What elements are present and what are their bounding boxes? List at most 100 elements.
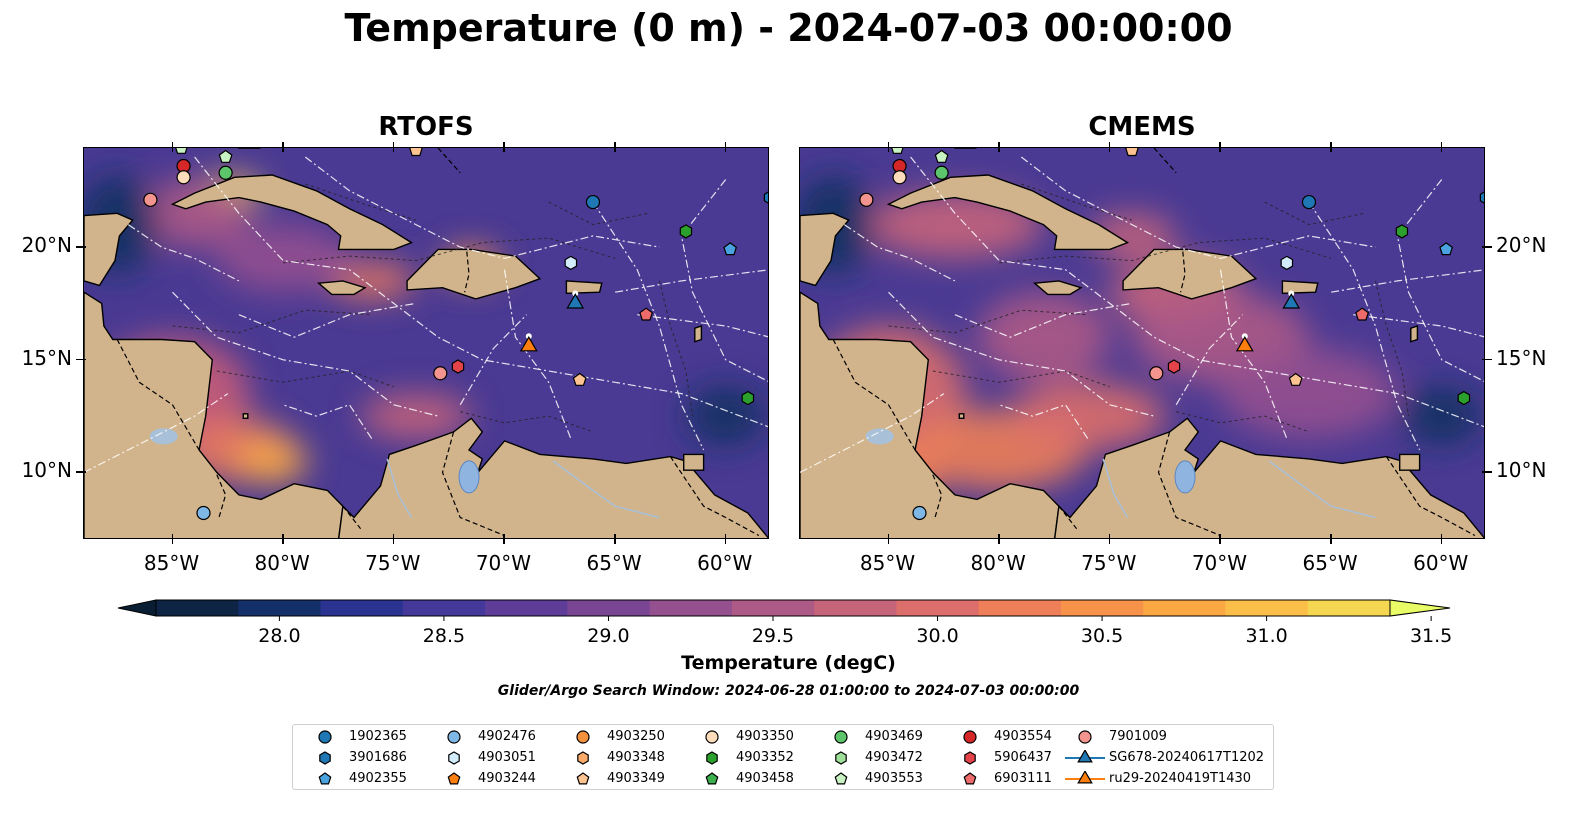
argo-float-4903350[interactable] xyxy=(892,170,907,185)
figure-title: Temperature (0 m) - 2024-07-03 00:00:00 xyxy=(344,6,1233,50)
legend-symbol[interactable] xyxy=(1077,750,1093,763)
legend-marker xyxy=(447,772,461,785)
argo-float-7901009[interactable] xyxy=(1149,366,1164,381)
legend-marker xyxy=(835,751,847,765)
map-panel-rtofs[interactable] xyxy=(83,147,769,539)
legend-marker xyxy=(1065,771,1105,784)
legend-symbol[interactable] xyxy=(576,730,590,744)
search-window-text: Glider/Argo Search Window: 2024-06-28 01… xyxy=(497,683,1080,699)
lon-tick-label: 65°W xyxy=(1302,551,1358,575)
argo-float-4903352[interactable] xyxy=(741,390,755,406)
legend-symbol[interactable] xyxy=(834,730,848,744)
legend-symbol[interactable] xyxy=(835,751,847,765)
lat-tick-mark xyxy=(76,246,86,248)
colorbar-tick-label: 30.5 xyxy=(1081,625,1123,647)
lake-nicaragua xyxy=(149,428,178,445)
argo-float-7901009[interactable] xyxy=(859,192,874,207)
argo-float-3901686[interactable] xyxy=(763,191,769,204)
legend-label: 5906437 xyxy=(994,750,1052,765)
glider-ru29-20240419T1430[interactable] xyxy=(519,336,538,352)
argo-float-4902355[interactable] xyxy=(723,242,738,256)
lon-tick-label: 85°W xyxy=(859,551,916,575)
lon-tick-mark xyxy=(1219,142,1221,152)
legend-label: 4903458 xyxy=(736,771,794,786)
argo-float-4903352[interactable] xyxy=(679,224,693,239)
legend-symbol[interactable] xyxy=(706,751,718,765)
colorbar-segment xyxy=(320,600,404,616)
colorbar-segment xyxy=(156,600,239,616)
lon-tick-mark xyxy=(282,142,284,152)
legend-symbol[interactable] xyxy=(963,730,977,744)
argo-float-1902365[interactable] xyxy=(585,194,601,210)
temperature-patch xyxy=(360,393,472,439)
argo-float-4903349[interactable] xyxy=(1125,148,1139,157)
argo-float-4903469[interactable] xyxy=(934,165,949,180)
lon-tick-mark xyxy=(724,142,727,152)
argo-float-6903111[interactable] xyxy=(639,307,654,321)
argo-float-4903349[interactable] xyxy=(1288,372,1303,386)
argo-float-4903553[interactable] xyxy=(891,148,904,154)
legend: 1902365 3901686 4902355 4902476 4903051 49032… xyxy=(292,724,1274,790)
argo-float-4903553[interactable] xyxy=(218,149,233,163)
argo-float-4903051[interactable] xyxy=(1280,255,1294,271)
legend-symbol[interactable] xyxy=(1077,771,1093,784)
legend-symbol[interactable] xyxy=(963,772,977,785)
argo-float-7901009[interactable] xyxy=(433,366,448,381)
glider-SG678-20240617T1202[interactable] xyxy=(566,293,585,309)
land-lesser-antilles xyxy=(1410,325,1419,343)
lon-tick-mark xyxy=(1330,142,1332,152)
legend-label: 4903553 xyxy=(865,771,923,786)
argo-float-4902476[interactable] xyxy=(196,505,211,521)
argo-float-6903111[interactable] xyxy=(1355,307,1370,321)
argo-float-4902355[interactable] xyxy=(1439,242,1454,256)
eez-boundary xyxy=(910,156,1484,428)
eez-boundary xyxy=(304,156,660,260)
argo-float-5906437[interactable] xyxy=(451,359,465,374)
argo-float-7901009[interactable] xyxy=(143,192,158,207)
lon-tick-mark xyxy=(1330,534,1332,544)
colorbar-segment xyxy=(814,600,897,616)
legend-symbol[interactable] xyxy=(834,772,848,785)
legend-symbol[interactable] xyxy=(319,751,331,765)
legend-symbol[interactable] xyxy=(447,730,461,744)
argo-float-4903469[interactable] xyxy=(218,165,233,180)
colorbar-segment xyxy=(896,600,980,616)
lon-tick-label: 80°W xyxy=(254,551,310,575)
glider-SG678-20240617T1202[interactable] xyxy=(1282,293,1301,309)
argo-float-5906437[interactable] xyxy=(1167,359,1181,374)
legend-label: ru29-20240419T1430 xyxy=(1109,771,1252,786)
argo-float-4903051[interactable] xyxy=(564,255,578,271)
glider-ru29-20240419T1430[interactable] xyxy=(1235,336,1254,352)
argo-float-4903349[interactable] xyxy=(409,148,423,157)
argo-float-4903553[interactable] xyxy=(934,149,949,163)
argo-float-4903352[interactable] xyxy=(1457,390,1471,406)
legend-marker xyxy=(447,730,461,744)
argo-float-4903352[interactable] xyxy=(1395,224,1409,239)
argo-float-1902365[interactable] xyxy=(1301,194,1317,210)
legend-symbol[interactable] xyxy=(447,772,461,785)
lon-tick-mark xyxy=(171,534,174,544)
legend-symbol[interactable] xyxy=(576,772,590,785)
legend-symbol[interactable] xyxy=(448,751,460,765)
legend-symbol[interactable] xyxy=(1078,730,1092,744)
eez-boundary xyxy=(1353,314,1484,338)
colorbar-tick-label: 28.5 xyxy=(423,625,465,647)
argo-float-4903553[interactable] xyxy=(175,148,188,154)
country-border xyxy=(1153,148,1177,174)
legend-label: 4903349 xyxy=(607,771,665,786)
legend-symbol[interactable] xyxy=(318,772,332,785)
legend-symbol[interactable] xyxy=(318,730,332,744)
eez-boundary xyxy=(888,291,1155,417)
legend-symbol[interactable] xyxy=(577,751,589,765)
eez-boundary xyxy=(1219,269,1288,439)
argo-float-4903349[interactable] xyxy=(572,372,587,386)
bathymetry-contour xyxy=(888,309,1088,334)
legend-symbol[interactable] xyxy=(705,730,719,744)
legend-marker xyxy=(577,751,589,765)
argo-float-4903350[interactable] xyxy=(176,170,191,185)
argo-float-3901686[interactable] xyxy=(1479,191,1485,204)
legend-symbol[interactable] xyxy=(964,751,976,765)
map-panel-cmems[interactable] xyxy=(799,147,1485,539)
legend-symbol[interactable] xyxy=(705,772,719,785)
argo-float-4902476[interactable] xyxy=(912,505,927,521)
